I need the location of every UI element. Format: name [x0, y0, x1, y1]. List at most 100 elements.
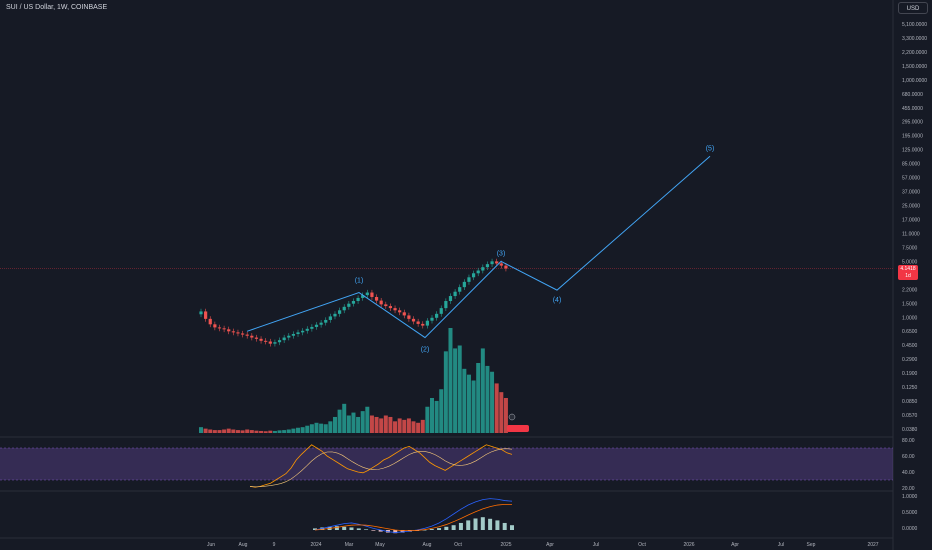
macd-histogram-bar — [364, 529, 369, 530]
elliott-wave-line — [246, 155, 711, 339]
volume-bar — [480, 348, 485, 433]
volume-bar — [254, 430, 259, 433]
volume-bar — [443, 351, 448, 433]
candle — [458, 287, 462, 292]
volume-marker[interactable] — [508, 413, 516, 421]
price-tick-label: 2.2000 — [902, 287, 918, 293]
macd-histogram-bar — [378, 530, 383, 532]
candle — [356, 297, 360, 302]
volume-bar — [393, 421, 398, 433]
currency-button[interactable]: USD — [898, 2, 928, 14]
volume-bar — [208, 429, 213, 433]
rsi-band — [0, 448, 893, 480]
volume-bar — [235, 430, 240, 433]
candle — [273, 342, 277, 344]
volume-bar — [383, 415, 388, 433]
candle — [305, 328, 309, 331]
candle — [347, 303, 351, 307]
price-tick-label: 0.1250 — [902, 385, 918, 391]
time-tick-label: Apr — [731, 542, 739, 548]
macd-histogram-bar — [393, 530, 398, 534]
macd-histogram-bar — [371, 530, 376, 531]
macd-histogram-bar — [510, 525, 514, 530]
time-tick-label: Aug — [423, 542, 432, 548]
volume-bar — [245, 429, 250, 433]
rsi-ma-line — [249, 448, 513, 488]
volume-bar — [277, 430, 282, 433]
candle — [314, 324, 319, 327]
price-tick-label: 0.0850 — [902, 399, 918, 405]
candle — [204, 311, 208, 319]
volume-bar — [476, 363, 481, 433]
wave-label: (2) — [421, 347, 430, 354]
candle — [425, 320, 429, 326]
candle — [319, 322, 323, 325]
candle — [328, 316, 332, 320]
candle — [254, 337, 259, 339]
volume-bar — [282, 430, 287, 433]
symbol-label[interactable]: SUI / US Dollar, 1W, COINBASE — [6, 4, 108, 11]
candle — [416, 321, 420, 324]
macd-histogram-bar — [342, 526, 347, 530]
volume-bar — [369, 415, 374, 433]
macd-histogram-bar — [495, 520, 500, 530]
time-tick-label: Oct — [454, 542, 462, 548]
volume-bar — [360, 411, 365, 433]
indicator-badge[interactable] — [507, 425, 529, 432]
price-tick-label: 0.4500 — [902, 343, 918, 349]
candle — [208, 318, 212, 325]
macd-histogram-bar — [313, 528, 317, 530]
candle — [485, 264, 490, 268]
candle — [291, 334, 295, 336]
volume-bar — [503, 398, 508, 433]
price-tick-label: 7.5000 — [902, 245, 918, 251]
price-tick-label: 1.5000 — [902, 301, 918, 307]
price-tick-label: 195.0000 — [902, 134, 923, 140]
last-price-badge: 4.1418 1d — [898, 265, 918, 280]
candle — [365, 292, 369, 296]
candle — [296, 332, 300, 335]
price-tick-label: 1,500.0000 — [902, 64, 927, 70]
time-tick-label: Aug — [239, 542, 248, 548]
volume-bar — [323, 424, 328, 433]
candle — [448, 296, 453, 302]
volume-bar — [425, 406, 430, 433]
price-tick-label: 455.0000 — [902, 106, 923, 112]
macd-histogram-bar — [422, 530, 427, 531]
price-tick-label: 85.0000 — [902, 162, 920, 168]
candle — [481, 267, 485, 271]
volume-bar — [286, 429, 291, 433]
time-tick-label: 2026 — [683, 542, 694, 548]
macd-tick-label: 0.5000 — [902, 510, 918, 516]
candle — [301, 330, 305, 333]
macd-histogram-bar — [451, 525, 456, 530]
wave-label: (4) — [553, 297, 562, 304]
time-tick-label: Jul — [778, 542, 784, 548]
macd-histogram-bar — [444, 526, 449, 530]
last-price-value: 4.1418 — [900, 266, 916, 272]
macd-tick-label: 1.0000 — [902, 494, 918, 500]
candle — [282, 337, 286, 341]
volume-bar — [448, 328, 453, 433]
volume-bar — [231, 429, 236, 433]
candle — [231, 331, 235, 333]
price-tick-label: 1.0000 — [902, 315, 918, 321]
macd-histogram-bar — [480, 517, 485, 530]
price-tick-label: 5.0000 — [902, 259, 918, 265]
macd-signal-line — [314, 503, 512, 532]
rsi-tick-label: 20.00 — [902, 486, 915, 492]
candle — [435, 313, 439, 318]
candle — [471, 273, 476, 278]
candle — [199, 311, 203, 315]
rsi-tick-label: 40.00 — [902, 470, 915, 476]
volume-bar — [199, 427, 203, 433]
price-tick-label: 3,300.0000 — [902, 36, 927, 42]
candle — [245, 334, 249, 336]
volume-bar — [466, 374, 471, 433]
volume-bar — [490, 371, 495, 433]
volume-bar — [499, 392, 504, 433]
price-tick-label: 680.0000 — [902, 92, 923, 98]
last-price-interval: 1d — [905, 273, 911, 279]
volume-bar — [342, 403, 347, 433]
